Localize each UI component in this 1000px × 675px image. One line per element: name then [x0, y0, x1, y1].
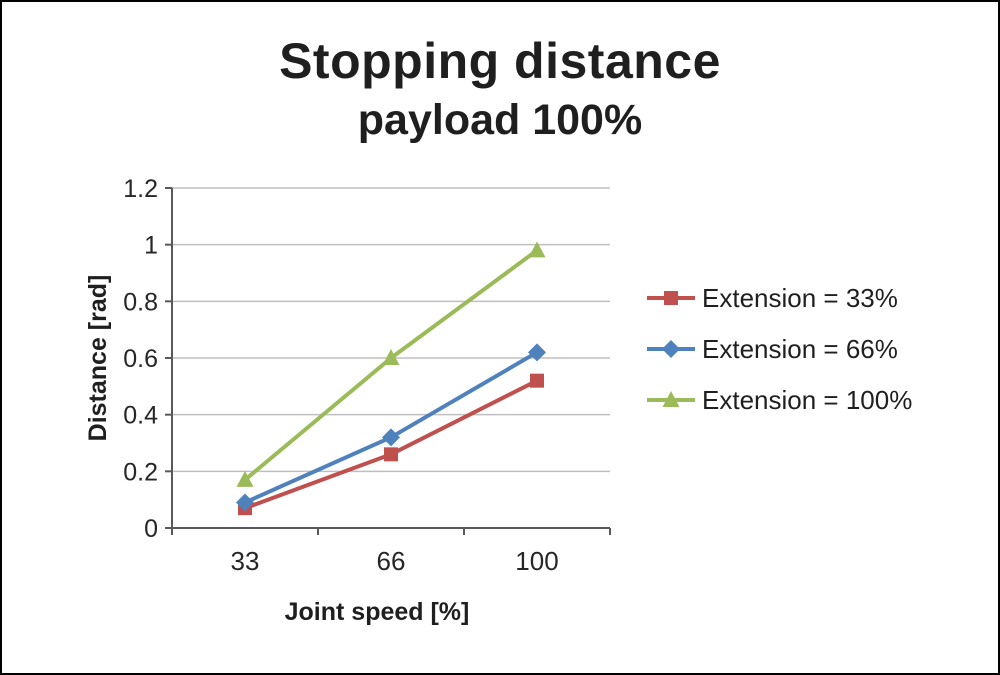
- series-diamond: [236, 343, 546, 512]
- x-tick-label: 100: [515, 546, 558, 576]
- y-tick-label: 0.4: [123, 402, 158, 430]
- marker-diamond: [382, 428, 400, 447]
- legend-item: Extension = 66%: [645, 334, 912, 364]
- marker-diamond: [236, 493, 254, 512]
- marker-triangle: [528, 241, 546, 258]
- series-triangle: [236, 241, 546, 487]
- chart-legend: Extension = 33% Extension = 66% Extension …: [645, 283, 912, 415]
- legend-swatch-square: [647, 291, 695, 305]
- legend-swatch-diamond: [647, 340, 695, 358]
- y-tick-label: 0.2: [123, 458, 158, 486]
- x-tick-label: 66: [377, 546, 406, 576]
- legend-swatch-triangle: [647, 391, 695, 407]
- legend-item: Extension = 33%: [645, 283, 912, 313]
- marker-diamond: [528, 343, 546, 362]
- y-axis-title: Distance [rad]: [84, 275, 112, 442]
- series-line: [243, 350, 539, 505]
- axes: [165, 187, 611, 535]
- y-tick-label: 1.2: [123, 175, 158, 203]
- marker-diamond: [662, 340, 680, 358]
- chart-title: Stopping distance: [279, 33, 721, 89]
- y-tick-label: 0.8: [123, 288, 158, 316]
- legend-item: Extension = 100%: [645, 385, 912, 415]
- marker-triangle: [236, 470, 254, 487]
- x-axis-title: Joint speed [%]: [285, 598, 470, 626]
- legend-label: Extension = 66%: [702, 333, 898, 364]
- y-tick-label: 0: [144, 515, 158, 543]
- chart-subtitle: payload 100%: [357, 96, 643, 144]
- axis-labels: 0 0.2 0.4 0.6 0.8 1 1.2 33 66 100 Joint speed [%] D…: [84, 175, 559, 626]
- marker-square: [664, 291, 678, 305]
- marker-triangle: [382, 349, 400, 365]
- legend-label: Extension = 100%: [702, 384, 913, 415]
- y-tick-label: 0.6: [123, 345, 158, 373]
- x-tick-label: 33: [231, 546, 260, 576]
- marker-square: [384, 447, 398, 462]
- y-tick-label: 1: [144, 232, 158, 260]
- marker-square: [530, 373, 544, 388]
- marker-triangle: [662, 391, 680, 407]
- legend-label: Extension = 33%: [702, 282, 898, 313]
